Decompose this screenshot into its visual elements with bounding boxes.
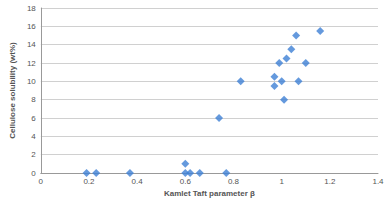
svg-text:18: 18 [27, 4, 36, 13]
svg-text:0.4: 0.4 [132, 177, 144, 186]
svg-text:0: 0 [39, 177, 44, 186]
svg-text:0: 0 [31, 169, 36, 178]
svg-text:14: 14 [27, 40, 36, 49]
svg-text:1: 1 [279, 177, 284, 186]
svg-text:10: 10 [27, 77, 36, 86]
svg-text:0.2: 0.2 [83, 177, 95, 186]
svg-text:4: 4 [31, 132, 36, 141]
svg-text:6: 6 [31, 114, 36, 123]
svg-text:1.4: 1.4 [372, 177, 384, 186]
svg-text:2: 2 [31, 150, 36, 159]
svg-text:8: 8 [31, 95, 36, 104]
svg-text:Kamlet Taft parameter β: Kamlet Taft parameter β [164, 189, 255, 198]
svg-text:0.8: 0.8 [228, 177, 240, 186]
svg-text:16: 16 [27, 22, 36, 31]
svg-text:0.6: 0.6 [180, 177, 192, 186]
svg-text:12: 12 [27, 59, 36, 68]
svg-text:Cellulose solubility (wt%): Cellulose solubility (wt%) [8, 42, 17, 139]
svg-text:1.2: 1.2 [324, 177, 336, 186]
